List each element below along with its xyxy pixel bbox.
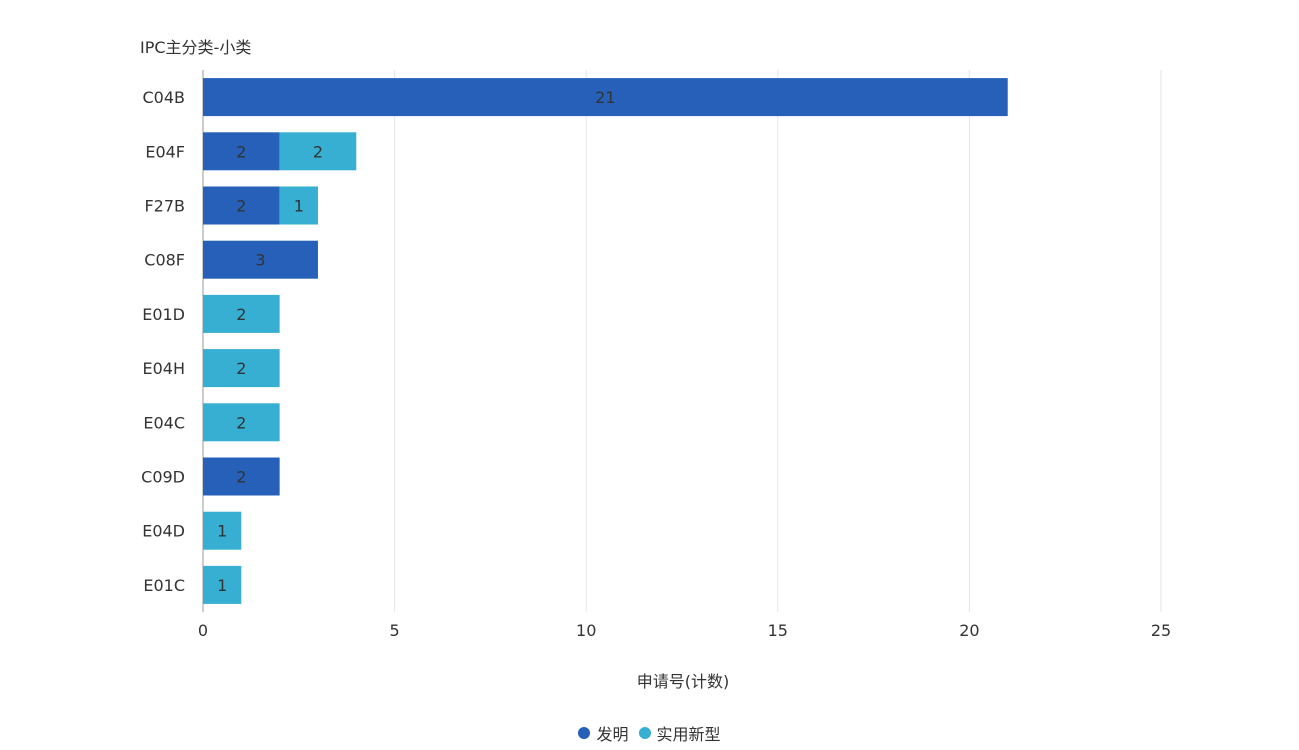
bar-value-label: 2 bbox=[236, 359, 246, 378]
bar-segment[interactable] bbox=[279, 132, 357, 171]
bar-segment[interactable] bbox=[203, 349, 280, 388]
x-tick-label: 5 bbox=[390, 621, 400, 640]
x-tick-label: 15 bbox=[768, 621, 788, 640]
bar-segment[interactable] bbox=[203, 511, 242, 550]
x-tick-labels: 0 5 10 15 20 25 bbox=[198, 621, 1171, 640]
category-label: E04D bbox=[142, 522, 185, 541]
bar-value-label: 1 bbox=[217, 522, 227, 541]
bar-value-label: 3 bbox=[255, 251, 265, 270]
bar-value-label: 1 bbox=[294, 197, 304, 216]
bar-segment[interactable] bbox=[279, 186, 318, 225]
legend-dot-icon bbox=[638, 727, 651, 739]
legend-label-utility-model: 实用新型 bbox=[656, 725, 721, 744]
bar-segment[interactable] bbox=[203, 78, 1008, 117]
bar-value-label: 21 bbox=[595, 88, 615, 107]
bar-value-label: 1 bbox=[217, 576, 227, 595]
category-label: C04B bbox=[142, 88, 185, 107]
legend-label-invention: 发明 bbox=[596, 725, 629, 744]
bar-value-label: 2 bbox=[236, 142, 246, 161]
grid-lines bbox=[394, 70, 1162, 612]
category-label: E01D bbox=[142, 305, 185, 324]
bar-value-label: 2 bbox=[236, 413, 246, 432]
category-label: E04C bbox=[143, 413, 185, 432]
x-axis-title: 申请号(计数) bbox=[637, 672, 730, 691]
x-tick-label: 25 bbox=[1151, 621, 1171, 640]
bar-value-label: 2 bbox=[236, 197, 246, 216]
category-label: C09D bbox=[141, 468, 185, 487]
bar-segment[interactable] bbox=[203, 403, 280, 442]
legend-dot-icon bbox=[578, 727, 591, 739]
legend: 发明 实用新型 bbox=[0, 721, 1299, 745]
bar-value-label: 2 bbox=[236, 468, 246, 487]
bar-segment[interactable] bbox=[203, 565, 242, 604]
legend-item-invention[interactable]: 发明 bbox=[578, 721, 629, 745]
category-label: F27B bbox=[144, 197, 185, 216]
bar-segment[interactable] bbox=[203, 457, 280, 496]
bar-segment[interactable] bbox=[203, 294, 280, 333]
x-tick-label: 20 bbox=[959, 621, 979, 640]
bar-value-label: 2 bbox=[236, 305, 246, 324]
category-label: E04H bbox=[143, 359, 186, 378]
bar-value-label: 2 bbox=[313, 142, 323, 161]
y-axis-title: IPC主分类-小类 bbox=[140, 38, 251, 57]
bar-segment[interactable] bbox=[203, 240, 318, 279]
x-tick-label: 10 bbox=[576, 621, 596, 640]
category-labels: C04B E04F F27B C08F E01D E04H E04C C09D E04D E01C bbox=[141, 88, 185, 595]
category-label: E01C bbox=[143, 576, 185, 595]
x-tick-label: 0 bbox=[198, 621, 208, 640]
bar-segment[interactable] bbox=[203, 186, 280, 225]
category-label: C08F bbox=[144, 251, 185, 270]
legend-item-utility-model[interactable]: 实用新型 bbox=[638, 721, 721, 745]
category-label: E04F bbox=[145, 142, 185, 161]
bar-segment[interactable] bbox=[203, 132, 280, 171]
